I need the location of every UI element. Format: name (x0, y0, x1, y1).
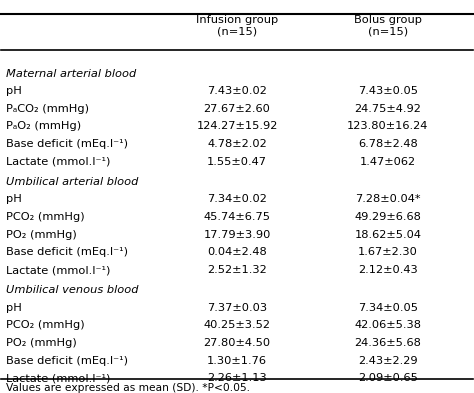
Text: PCO₂ (mmHg): PCO₂ (mmHg) (6, 320, 85, 331)
Text: 7.34±0.02: 7.34±0.02 (207, 195, 267, 204)
Text: PCO₂ (mmHg): PCO₂ (mmHg) (6, 212, 85, 222)
Text: 123.80±16.24: 123.80±16.24 (347, 121, 428, 131)
Text: 24.36±5.68: 24.36±5.68 (355, 338, 421, 348)
Text: 2.09±0.65: 2.09±0.65 (358, 373, 418, 383)
Text: pH: pH (6, 195, 22, 204)
Text: 17.79±3.90: 17.79±3.90 (203, 230, 271, 240)
Text: 0.04±2.48: 0.04±2.48 (207, 247, 267, 257)
Text: 42.06±5.38: 42.06±5.38 (354, 320, 421, 331)
Text: 27.67±2.60: 27.67±2.60 (203, 104, 271, 114)
Text: Maternal arterial blood: Maternal arterial blood (6, 68, 137, 79)
Text: Base deficit (mEq.l⁻¹): Base deficit (mEq.l⁻¹) (6, 247, 128, 257)
Text: PO₂ (mmHg): PO₂ (mmHg) (6, 230, 77, 240)
Text: 6.78±2.48: 6.78±2.48 (358, 139, 418, 149)
Text: 1.47±062: 1.47±062 (360, 157, 416, 167)
Text: 7.43±0.02: 7.43±0.02 (207, 86, 267, 96)
Text: 40.25±3.52: 40.25±3.52 (203, 320, 271, 331)
Text: 7.34±0.05: 7.34±0.05 (358, 303, 418, 313)
Text: pH: pH (6, 86, 22, 96)
Text: 1.30±1.76: 1.30±1.76 (207, 356, 267, 365)
Text: Lactate (mmol.l⁻¹): Lactate (mmol.l⁻¹) (6, 265, 110, 275)
Text: 4.78±2.02: 4.78±2.02 (207, 139, 267, 149)
Text: Values are expressed as mean (SD). *P<0.05.: Values are expressed as mean (SD). *P<0.… (6, 383, 250, 393)
Text: 124.27±15.92: 124.27±15.92 (196, 121, 278, 131)
Text: PₐCO₂ (mmHg): PₐCO₂ (mmHg) (6, 104, 89, 114)
Text: 45.74±6.75: 45.74±6.75 (203, 212, 271, 222)
Text: 1.67±2.30: 1.67±2.30 (358, 247, 418, 257)
Text: Umbilical arterial blood: Umbilical arterial blood (6, 177, 138, 187)
Text: Bolus group
(n=15): Bolus group (n=15) (354, 15, 422, 37)
Text: 1.55±0.47: 1.55±0.47 (207, 157, 267, 167)
Text: Umbilical venous blood: Umbilical venous blood (6, 285, 138, 295)
Text: 2.43±2.29: 2.43±2.29 (358, 356, 418, 365)
Text: 18.62±5.04: 18.62±5.04 (354, 230, 421, 240)
Text: Base deficit (mEq.l⁻¹): Base deficit (mEq.l⁻¹) (6, 356, 128, 365)
Text: 27.80±4.50: 27.80±4.50 (203, 338, 271, 348)
Text: Lactate (mmol.l⁻¹): Lactate (mmol.l⁻¹) (6, 373, 110, 383)
Text: PO₂ (mmHg): PO₂ (mmHg) (6, 338, 77, 348)
Text: 7.37±0.03: 7.37±0.03 (207, 303, 267, 313)
Text: 7.43±0.05: 7.43±0.05 (358, 86, 418, 96)
Text: 49.29±6.68: 49.29±6.68 (355, 212, 421, 222)
Text: 24.75±4.92: 24.75±4.92 (355, 104, 421, 114)
Text: Infusion group
(n=15): Infusion group (n=15) (196, 15, 278, 37)
Text: PₐO₂ (mmHg): PₐO₂ (mmHg) (6, 121, 81, 131)
Text: 2.52±1.32: 2.52±1.32 (207, 265, 267, 275)
Text: pH: pH (6, 303, 22, 313)
Text: 2.26±1.13: 2.26±1.13 (207, 373, 267, 383)
Text: Lactate (mmol.l⁻¹): Lactate (mmol.l⁻¹) (6, 157, 110, 167)
Text: 7.28±0.04*: 7.28±0.04* (355, 195, 420, 204)
Text: Base deficit (mEq.l⁻¹): Base deficit (mEq.l⁻¹) (6, 139, 128, 149)
Text: 2.12±0.43: 2.12±0.43 (358, 265, 418, 275)
